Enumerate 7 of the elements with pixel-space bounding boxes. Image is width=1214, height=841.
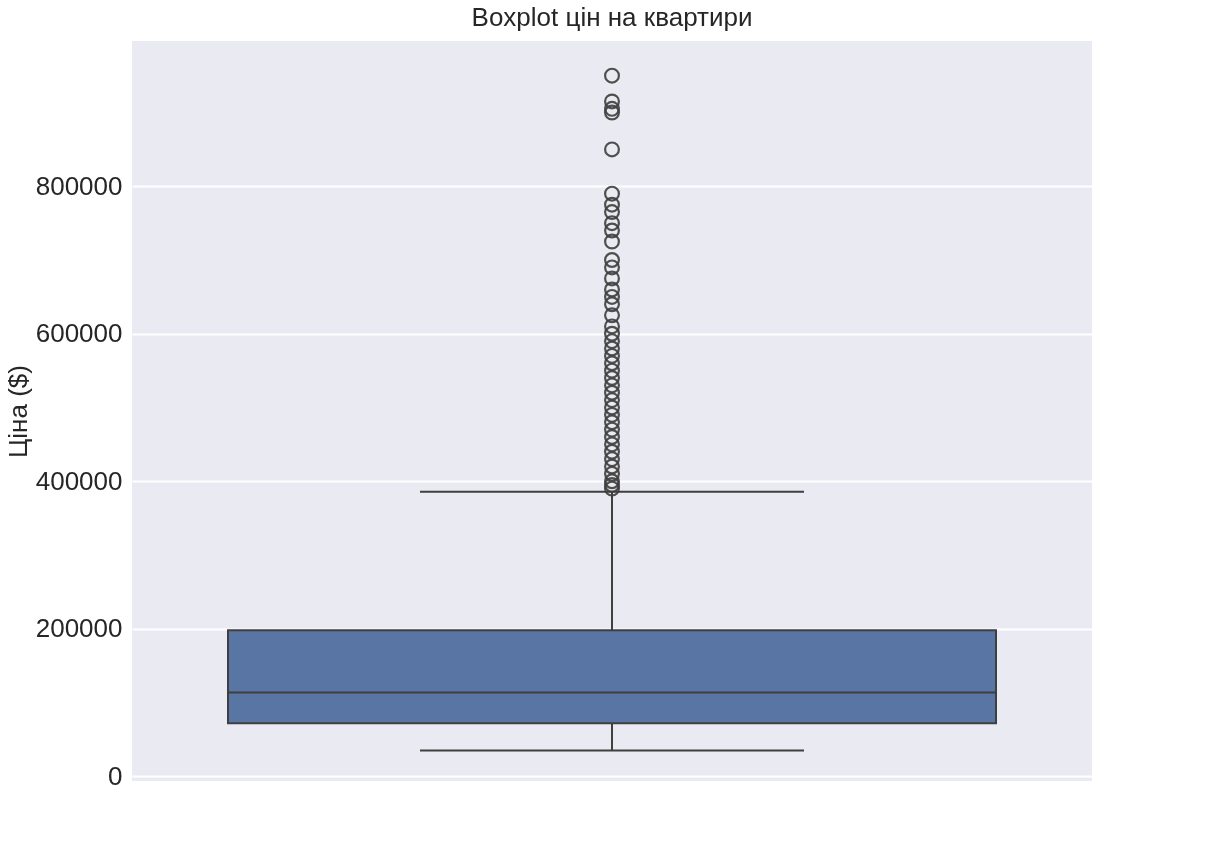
y-tick-label: 800000 [35, 170, 123, 201]
y-axis-title: Ціна ($) [2, 365, 33, 458]
y-tick-label: 200000 [35, 613, 123, 644]
y-tick-label: 400000 [35, 465, 123, 496]
y-tick-label: 0 [108, 760, 123, 791]
y-tick-label: 600000 [35, 318, 123, 349]
chart-title: Boxplot цін на квартири [471, 2, 753, 32]
